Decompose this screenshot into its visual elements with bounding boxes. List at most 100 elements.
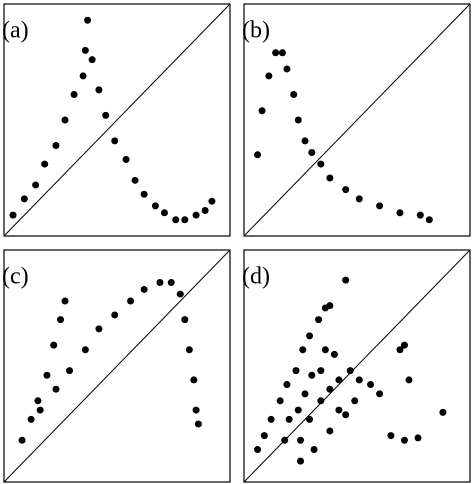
point <box>355 376 363 384</box>
point <box>396 346 404 354</box>
point <box>81 346 89 354</box>
point <box>310 446 318 454</box>
point <box>102 111 110 119</box>
point <box>111 137 119 145</box>
point <box>321 346 329 354</box>
panel-label: (a) <box>2 18 29 44</box>
point <box>140 190 148 198</box>
point <box>308 148 316 156</box>
point <box>84 16 92 24</box>
point <box>342 186 350 194</box>
point <box>414 434 422 442</box>
point <box>52 385 60 393</box>
point <box>254 151 262 159</box>
point <box>396 209 404 217</box>
point <box>326 302 334 310</box>
point <box>439 408 447 416</box>
point <box>278 49 286 57</box>
point <box>20 195 28 203</box>
point <box>181 216 189 224</box>
point <box>346 367 354 375</box>
point <box>194 420 202 428</box>
point <box>190 376 198 384</box>
point <box>297 436 304 444</box>
point <box>326 174 334 182</box>
point <box>292 367 300 375</box>
point <box>272 49 280 57</box>
point <box>355 195 363 203</box>
point <box>43 371 51 379</box>
point <box>400 341 408 349</box>
point <box>140 285 148 293</box>
point <box>122 155 130 163</box>
point <box>57 316 64 324</box>
point <box>151 202 159 210</box>
point <box>416 211 424 219</box>
point <box>326 385 334 393</box>
diagonal <box>3 3 231 237</box>
point <box>192 406 200 414</box>
point <box>285 415 293 423</box>
point <box>41 160 49 168</box>
point <box>79 72 87 80</box>
diagonal <box>3 249 231 483</box>
panel: (b) <box>242 3 471 237</box>
point <box>281 436 289 444</box>
point <box>18 436 26 444</box>
point <box>317 397 325 405</box>
point <box>299 346 307 354</box>
point <box>167 278 175 286</box>
point <box>376 390 384 398</box>
point <box>405 376 413 384</box>
point <box>335 406 343 414</box>
point <box>308 371 316 379</box>
point <box>208 197 216 205</box>
diagonal <box>243 249 471 483</box>
point <box>34 397 42 405</box>
point <box>276 397 284 405</box>
point <box>301 137 309 145</box>
point <box>290 90 298 98</box>
point <box>326 427 334 435</box>
panel-label: (c) <box>2 264 29 290</box>
point <box>425 216 433 224</box>
point <box>351 397 359 405</box>
point <box>81 46 89 54</box>
point <box>315 316 323 324</box>
point <box>342 276 350 284</box>
point <box>95 325 103 333</box>
point <box>335 376 343 384</box>
point <box>156 278 164 286</box>
panel: (a) <box>2 3 231 237</box>
point <box>176 290 184 298</box>
panel: (c) <box>2 249 231 483</box>
point <box>330 350 338 358</box>
point <box>400 436 408 444</box>
point <box>342 411 350 419</box>
point <box>50 341 58 349</box>
point <box>192 211 200 219</box>
point <box>36 406 44 414</box>
point <box>376 202 384 210</box>
point <box>267 415 275 423</box>
point <box>66 367 74 375</box>
point <box>254 446 262 454</box>
point <box>127 297 135 305</box>
point <box>61 297 69 305</box>
point <box>283 65 291 73</box>
point <box>131 176 139 184</box>
point <box>201 206 209 214</box>
panel-label: (d) <box>242 264 270 290</box>
diagonal <box>243 3 471 237</box>
panel-frame <box>3 249 231 483</box>
point <box>88 56 96 64</box>
point <box>317 367 325 375</box>
point <box>265 72 273 80</box>
point <box>181 316 189 324</box>
point <box>294 116 302 124</box>
panel-frame <box>243 249 471 483</box>
point <box>172 216 180 224</box>
panel-label: (b) <box>242 18 270 44</box>
point <box>111 311 119 319</box>
